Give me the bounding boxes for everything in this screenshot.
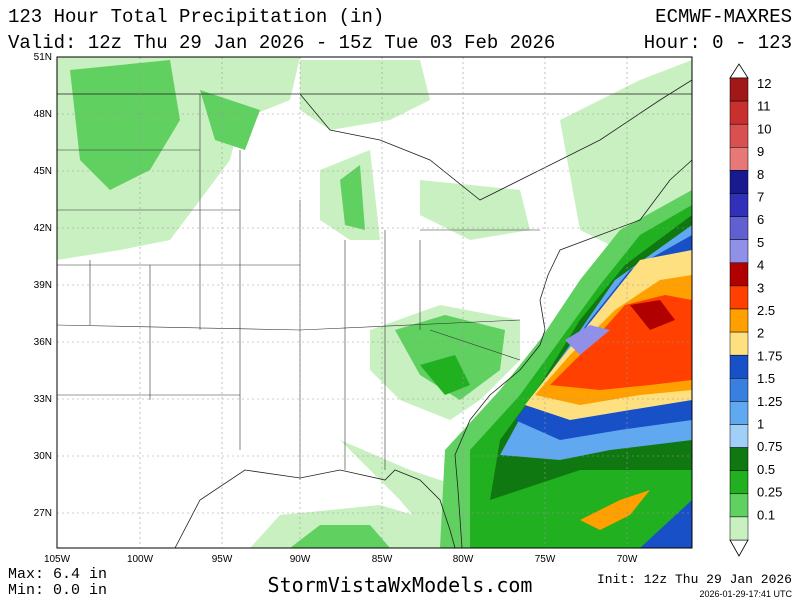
colorbar-label: 9 xyxy=(757,144,764,159)
colorbar-swatch xyxy=(729,493,749,518)
colorbar-swatch xyxy=(729,378,749,402)
lon-label: 105W xyxy=(44,554,71,565)
title: 123 Hour Total Precipitation (in) xyxy=(8,6,384,28)
colorbar-label: 1.75 xyxy=(757,348,782,363)
colorbar-swatch xyxy=(729,123,749,148)
colorbar-label: 5 xyxy=(757,235,764,250)
lon-label: 100W xyxy=(127,554,154,565)
colorbar-label: 3 xyxy=(757,280,764,295)
init-time: Init: 12z Thu 29 Jan 2026 xyxy=(597,572,792,587)
colorbar-swatch xyxy=(729,516,749,541)
colorbar-swatch xyxy=(729,401,749,425)
timestamp: 2026-01-29-17:41 UTC xyxy=(699,589,792,599)
lon-label: 85W xyxy=(372,554,393,565)
colorbar-label: 12 xyxy=(757,76,771,91)
colorbar-label: 11 xyxy=(757,99,771,114)
colorbar-swatch xyxy=(729,424,749,448)
lon-label: 70W xyxy=(617,554,638,565)
colorbar-swatch xyxy=(729,77,749,102)
model-name: ECMWF-MAXRES xyxy=(655,6,792,28)
colorbar-label: 0.25 xyxy=(757,485,782,500)
lon-label: 95W xyxy=(212,554,233,565)
min-value: Min: 0.0 in xyxy=(8,582,107,599)
colorbar-label: 2.5 xyxy=(757,303,775,318)
lat-label: 36N xyxy=(34,337,52,348)
colorbar-label: 7 xyxy=(757,190,764,205)
max-value: Max: 6.4 in xyxy=(8,566,107,583)
lon-labels: 105W 100W 95W 90W 85W 80W 75W 70W xyxy=(44,554,638,565)
colorbar-swatch xyxy=(729,354,749,379)
colorbar: 12 11 10 9 8 7 6 5 4 3 2.5 2 1.75 1.5 1.25 1 0.75 0.5 0.25… xyxy=(729,63,782,557)
colorbar-label: 1.25 xyxy=(757,394,782,409)
lat-label: 39N xyxy=(34,280,52,291)
colorbar-label: 10 xyxy=(757,121,771,136)
colorbar-swatch xyxy=(729,216,749,240)
lat-label: 48N xyxy=(34,109,52,120)
colorbar-swatch xyxy=(729,262,749,287)
colorbar-label: 4 xyxy=(757,258,764,273)
lon-label: 75W xyxy=(535,554,556,565)
lat-labels: 51N 48N 45N 42N 39N 36N 33N 30N 27N xyxy=(34,52,52,519)
colorbar-swatch xyxy=(729,147,749,171)
lat-label: 42N xyxy=(34,223,52,234)
hour-range: Hour: 0 - 123 xyxy=(644,32,792,54)
colorbar-swatch xyxy=(729,239,749,264)
colorbar-label: 0.1 xyxy=(757,507,775,522)
valid-time: Valid: 12z Thu 29 Jan 2026 - 15z Tue 03 … xyxy=(8,32,555,54)
colorbar-label: 0.75 xyxy=(757,439,782,454)
colorbar-label: 1.5 xyxy=(757,371,775,386)
colorbar-top-arrow xyxy=(729,63,749,79)
lon-label: 90W xyxy=(290,554,311,565)
colorbar-swatch xyxy=(729,470,749,495)
lat-label: 27N xyxy=(34,508,52,519)
lat-label: 51N xyxy=(34,52,52,63)
lat-label: 45N xyxy=(34,166,52,177)
colorbar-label: 1 xyxy=(757,417,764,432)
lat-label: 30N xyxy=(34,451,52,462)
colorbar-swatch xyxy=(729,170,749,194)
lon-label: 80W xyxy=(453,554,474,565)
site-name: StormVistaWxModels.com xyxy=(268,573,533,597)
colorbar-label: 2 xyxy=(757,326,764,341)
colorbar-bottom-arrow xyxy=(729,539,749,557)
colorbar-swatch xyxy=(729,100,749,125)
colorbar-swatch xyxy=(729,308,749,333)
colorbar-swatch xyxy=(729,193,749,217)
colorbar-swatch xyxy=(729,285,749,310)
colorbar-label: 8 xyxy=(757,167,764,182)
map-area xyxy=(56,56,693,549)
colorbar-swatch xyxy=(729,447,749,471)
colorbar-label: 6 xyxy=(757,212,764,227)
lat-label: 33N xyxy=(34,394,52,405)
colorbar-label: 0.5 xyxy=(757,462,775,477)
colorbar-swatch xyxy=(729,331,749,356)
